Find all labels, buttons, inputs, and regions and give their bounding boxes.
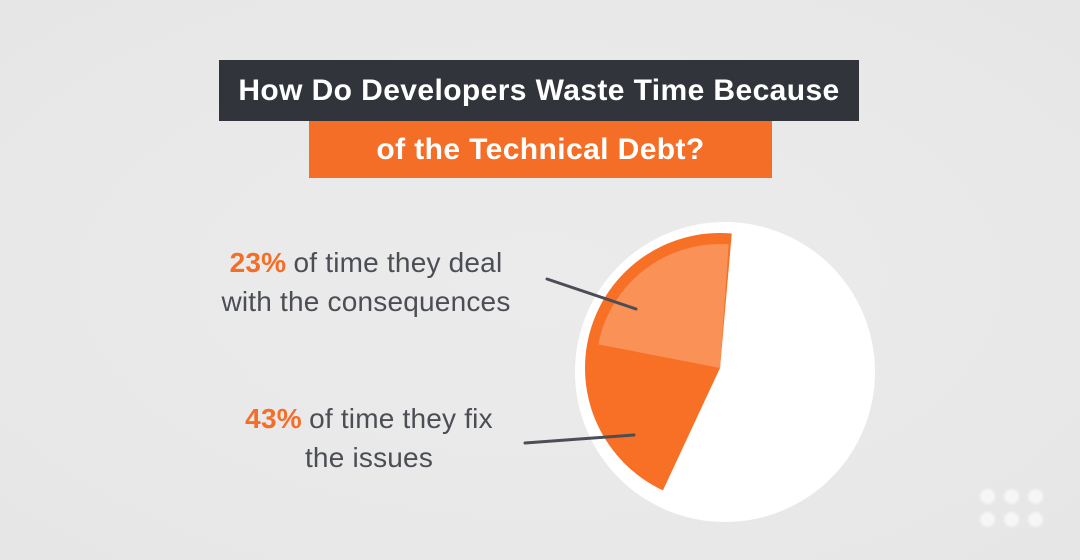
dot-icon	[1004, 512, 1019, 527]
dot-icon	[1004, 489, 1019, 504]
leader-line-43	[523, 433, 636, 445]
callout-23-text1: of time they deal	[293, 247, 503, 278]
title-bar-primary: How Do Developers Waste Time Because	[219, 60, 859, 121]
callout-23-percent: 23%	[229, 247, 287, 278]
callout-43-line2: the issues	[304, 442, 434, 473]
callout-43: 43% of time they fix the issues	[169, 399, 569, 477]
leader-line-23	[545, 277, 638, 311]
callout-23: 23% of time they deal with the consequenc…	[166, 243, 566, 321]
callout-43-line1: 43% of time they fix	[169, 399, 569, 438]
title-line2: of the Technical Debt?	[376, 132, 705, 166]
pie-slice-23	[598, 243, 729, 368]
dot-grid-decoration	[980, 489, 1043, 527]
callout-43-percent: 43%	[245, 403, 302, 434]
dot-icon	[980, 512, 995, 527]
title-bar-secondary: of the Technical Debt?	[309, 121, 772, 178]
dot-icon	[980, 489, 995, 504]
callout-23-line2: with the consequences	[221, 286, 511, 317]
callout-43-text1: of time they fix	[309, 403, 493, 434]
callout-23-line1: 23% of time they deal	[166, 243, 566, 282]
dot-icon	[1028, 489, 1043, 504]
title-line1: How Do Developers Waste Time Because	[238, 73, 840, 107]
dot-icon	[1028, 512, 1043, 527]
